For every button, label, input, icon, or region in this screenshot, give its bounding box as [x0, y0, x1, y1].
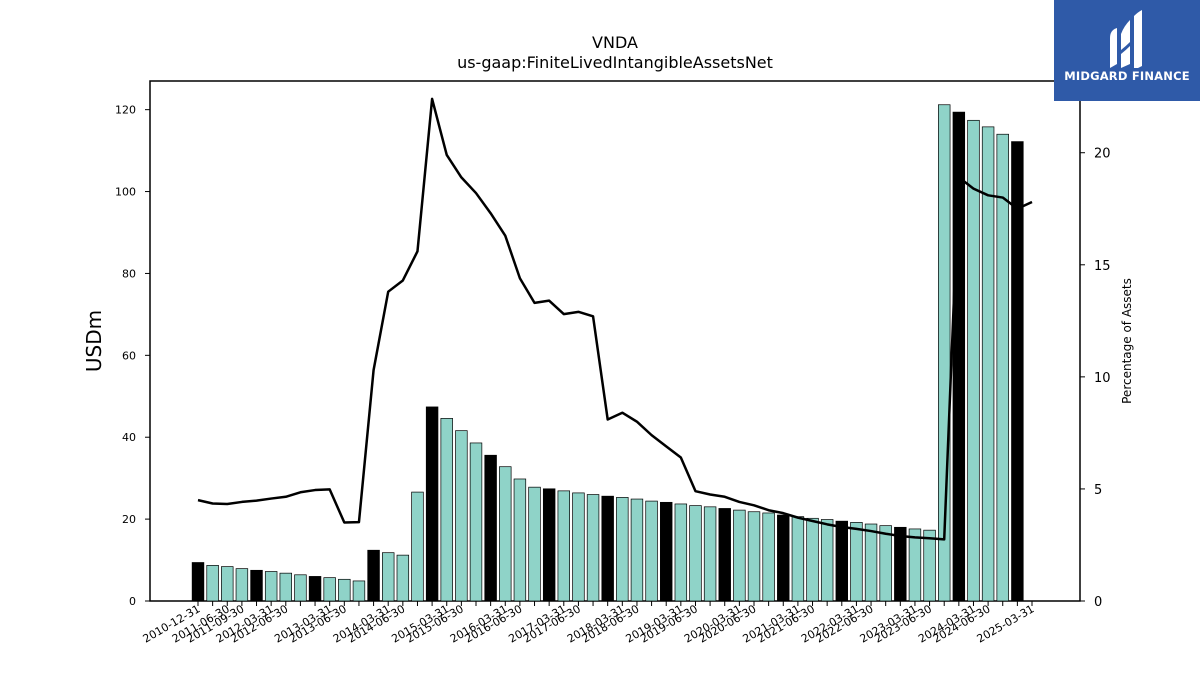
x-axis: 2010-12-312011-06-302011-09-302012-03-31…	[141, 601, 1037, 646]
chart-subtitle: us-gaap:FiniteLivedIntangibleAssetsNet	[457, 53, 773, 72]
bar-2020-06-30	[747, 511, 761, 602]
percentage-line	[197, 97, 1033, 541]
bar-2015-12-31	[484, 454, 497, 602]
bar-2020-03-31	[733, 509, 746, 602]
bar-2024-06-30	[981, 126, 995, 602]
bar-2016-06-30	[513, 478, 527, 602]
bar-2023-06-30	[923, 529, 936, 602]
bar-2013-09-30	[352, 580, 366, 602]
chart-title: VNDA	[592, 33, 638, 52]
bars-group	[191, 104, 1024, 602]
bar-2017-03-31	[557, 490, 571, 602]
ytick-label-80: 80	[122, 267, 136, 280]
bar-2018-09-30	[645, 500, 658, 602]
bar-2022-12-31	[894, 526, 907, 602]
ytick-label-20: 20	[122, 513, 136, 526]
bar-2024-09-30	[996, 133, 1009, 602]
bar-2011-06-30	[221, 566, 234, 602]
bar-2011-12-31	[250, 569, 263, 602]
y-axis-label: USDm	[82, 310, 106, 372]
bar-2014-09-30	[411, 491, 424, 602]
bar-2014-03-31	[382, 552, 395, 602]
bar-2022-06-30	[864, 523, 878, 602]
bar-2019-09-30	[703, 506, 717, 602]
bar-2019-06-30	[689, 505, 702, 602]
bar-2012-12-31	[308, 576, 322, 602]
bar-2014-06-30	[396, 554, 410, 602]
bar-2018-12-31	[660, 501, 673, 602]
bar-2013-12-31	[367, 549, 380, 602]
bar-2015-09-30	[469, 442, 483, 602]
bar-2022-03-31	[850, 522, 863, 602]
y2tick-label-10: 10	[1094, 371, 1111, 386]
y2-axis-label: Percentage of Assets	[1120, 278, 1134, 404]
bar-2021-03-31	[791, 516, 805, 602]
bar-2011-09-30	[235, 568, 249, 602]
bar-2020-12-31	[777, 514, 790, 602]
bar-2011-03-31	[206, 565, 219, 602]
bar-2013-06-30	[338, 578, 351, 602]
ytick-label-60: 60	[122, 349, 136, 362]
bar-2017-12-31	[601, 495, 614, 602]
bar-2019-12-31	[718, 508, 731, 602]
bar-2019-03-31	[674, 503, 688, 602]
bar-2016-09-30	[528, 486, 541, 602]
bar-2012-06-30	[279, 572, 293, 602]
bar-2013-03-31	[323, 577, 336, 602]
bar-2012-03-31	[264, 571, 278, 602]
bar-2024-03-31	[967, 119, 980, 602]
ytick-label-40: 40	[122, 431, 136, 444]
y-axis-right: 0 5 10 15 20	[1080, 147, 1111, 610]
ytick-label-0: 0	[129, 595, 136, 608]
bar-2020-09-30	[762, 512, 775, 602]
bar-2015-06-30	[455, 430, 468, 602]
logo-text: MIDGARD FINANCE	[1064, 69, 1190, 83]
bar-2018-03-31	[616, 497, 629, 602]
y2tick-label-5: 5	[1094, 483, 1102, 498]
bar-2017-09-30	[586, 494, 600, 602]
bar-2024-12-31	[1011, 141, 1024, 602]
midgard-finance-logo: MIDGARD FINANCE	[1054, 0, 1200, 101]
ytick-label-100: 100	[115, 186, 136, 199]
y2tick-label-0: 0	[1094, 595, 1102, 610]
plot-frame	[149, 80, 1081, 602]
bar-2021-06-30	[806, 517, 819, 602]
bar-2012-09-30	[294, 574, 307, 602]
y2tick-label-15: 15	[1094, 259, 1111, 274]
bar-2023-03-31	[908, 528, 922, 602]
line-group	[197, 97, 1033, 541]
ytick-label-120: 120	[115, 104, 136, 117]
bar-2014-12-31	[425, 406, 439, 602]
bar-2021-09-30	[820, 519, 834, 602]
bar-2016-12-31	[542, 488, 556, 602]
bar-2021-12-31	[835, 520, 849, 602]
bar-2017-06-30	[572, 492, 585, 602]
bar-2016-03-31	[499, 466, 512, 602]
midgard-logo-icon	[1110, 10, 1142, 68]
y2tick-label-20: 20	[1094, 147, 1111, 162]
bar-2018-06-30	[630, 498, 644, 602]
bar-2022-09-30	[879, 525, 892, 602]
y-axis-left: 0 20 40 60 80 100 120	[115, 104, 150, 608]
bar-2010-12-31	[191, 562, 205, 602]
bar-2015-03-31	[440, 418, 453, 602]
